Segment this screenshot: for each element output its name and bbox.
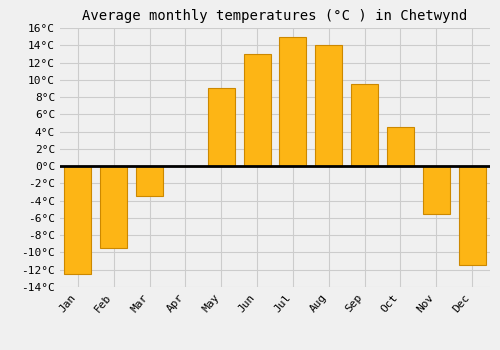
Bar <box>100 166 127 248</box>
Bar <box>136 166 163 196</box>
Bar <box>351 84 378 166</box>
Bar <box>387 127 414 166</box>
Bar <box>423 166 450 214</box>
Bar <box>458 166 485 265</box>
Title: Average monthly temperatures (°C ) in Chetwynd: Average monthly temperatures (°C ) in Ch… <box>82 9 468 23</box>
Bar <box>280 37 306 166</box>
Bar <box>244 54 270 166</box>
Bar <box>316 45 342 166</box>
Bar <box>64 166 92 274</box>
Bar <box>208 89 234 166</box>
